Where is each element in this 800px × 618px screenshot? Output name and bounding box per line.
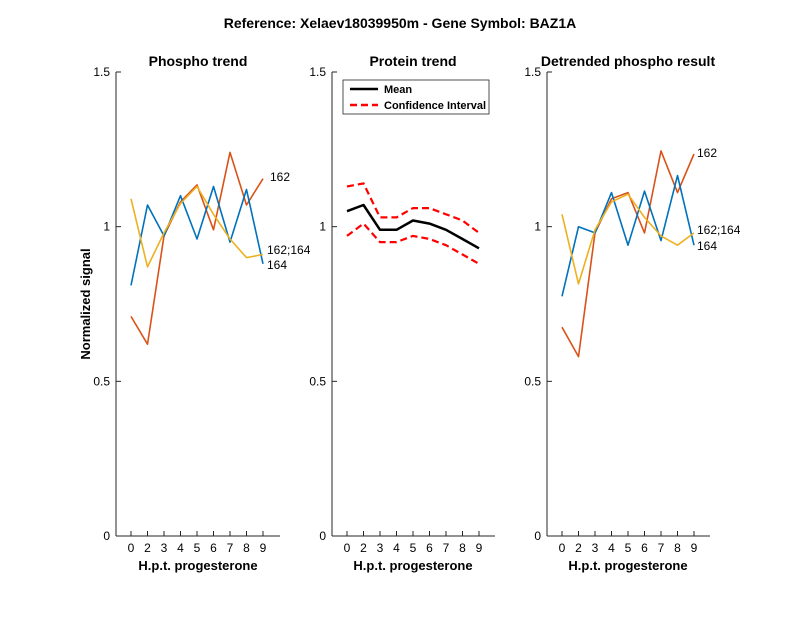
y-tick-label: 1: [319, 220, 326, 234]
x-tick-label: 2: [144, 541, 151, 555]
plot-area: 00.511.50 2 3 4 5 6 7 8 9: [524, 65, 697, 555]
y-tick-label: 0: [534, 529, 541, 543]
x-tick-label: 6: [210, 541, 217, 555]
legend: Mean Confidence Interval: [342, 79, 490, 115]
y-tick-label: 0.5: [93, 374, 110, 388]
annotation-162-164: 162;164: [697, 223, 741, 237]
panel-phospho-trend: Phospho trend 00.511.50 2 3 4 5 6 7 8 9 162 162;…: [93, 53, 310, 573]
x-tick-label: 5: [625, 541, 632, 555]
annotation-164: 164: [267, 258, 287, 272]
x-tick-label: 4: [177, 541, 184, 555]
y-tick-label: 1: [534, 220, 541, 234]
x-tick-label: 9: [260, 541, 267, 555]
x-tick-label: 7: [227, 541, 234, 555]
plot-area: 00.511.50 2 3 4 5 6 7 8 9: [93, 65, 266, 555]
x-tick-label: 9: [476, 541, 483, 555]
y-tick-label: 1.5: [309, 65, 326, 79]
x-tick-label: 4: [608, 541, 615, 555]
x-tick-label: 5: [410, 541, 417, 555]
x-tick-label: 2: [575, 541, 582, 555]
series-annotations: 162 162;164 164: [697, 146, 741, 253]
series-line-164: [130, 185, 264, 286]
x-tick-label: 9: [691, 541, 698, 555]
plot-area: 00.511.50 2 3 4 5 6 7 8 9: [309, 65, 482, 555]
legend-label-mean: Mean: [384, 84, 412, 96]
annotation-164: 164: [697, 239, 717, 253]
series-annotations: 162 162;164 164: [267, 170, 311, 272]
x-tick-label: 6: [641, 541, 648, 555]
x-tick-label: 7: [443, 541, 450, 555]
y-tick-label: 0.5: [524, 374, 541, 388]
y-tick-label: 1.5: [524, 65, 541, 79]
x-axis-label: H.p.t. progesterone: [568, 558, 687, 573]
x-tick-label: 0: [344, 541, 351, 555]
x-tick-label: 6: [426, 541, 433, 555]
panel-protein-trend: Protein trend 00.511.50 2 3 4 5 6 7 8 9 Mean Con…: [309, 53, 495, 573]
series-line-162: [561, 150, 695, 358]
series-line-confidence-interval-lower: [346, 222, 480, 265]
x-axis-label: H.p.t. progesterone: [353, 558, 472, 573]
annotation-162: 162: [697, 146, 717, 160]
panel-detrended-phospho-result: Detrended phospho result 00.511.50 2 3 4 5 6 7…: [524, 53, 740, 573]
x-tick-label: 8: [243, 541, 250, 555]
series-line-162-164: [130, 185, 264, 268]
series-line-confidence-interval-upper: [346, 182, 480, 234]
x-axis-label: H.p.t. progesterone: [138, 558, 257, 573]
panel-title-detrended-phospho-result: Detrended phospho result: [541, 53, 716, 69]
series-line-162: [130, 151, 264, 346]
series-line-162-164: [561, 193, 695, 285]
x-tick-label: 7: [658, 541, 665, 555]
y-tick-label: 1: [103, 220, 110, 234]
y-tick-label: 0: [103, 529, 110, 543]
y-tick-label: 1.5: [93, 65, 110, 79]
x-tick-label: 8: [674, 541, 681, 555]
x-tick-label: 0: [559, 541, 566, 555]
panel-title-phospho-trend: Phospho trend: [149, 53, 248, 69]
x-tick-label: 2: [360, 541, 367, 555]
y-axis-label: Normalized signal: [78, 248, 93, 359]
x-tick-label: 4: [393, 541, 400, 555]
panel-title-protein-trend: Protein trend: [369, 53, 456, 69]
x-tick-label: 8: [459, 541, 466, 555]
x-tick-label: 0: [128, 541, 135, 555]
figure-title: Reference: Xelaev18039950m - Gene Symbol…: [224, 15, 577, 31]
annotation-162-164: 162;164: [267, 243, 311, 257]
annotation-162: 162: [270, 170, 290, 184]
x-tick-label: 5: [194, 541, 201, 555]
y-tick-label: 0.5: [309, 374, 326, 388]
legend-box: [342, 79, 490, 115]
y-tick-label: 0: [319, 529, 326, 543]
x-tick-label: 3: [377, 541, 384, 555]
x-tick-label: 3: [161, 541, 168, 555]
series-line-mean: [346, 203, 480, 250]
series-line-164: [561, 174, 695, 297]
legend-label-confidence-interval: Confidence Interval: [384, 100, 486, 112]
x-tick-label: 3: [592, 541, 599, 555]
